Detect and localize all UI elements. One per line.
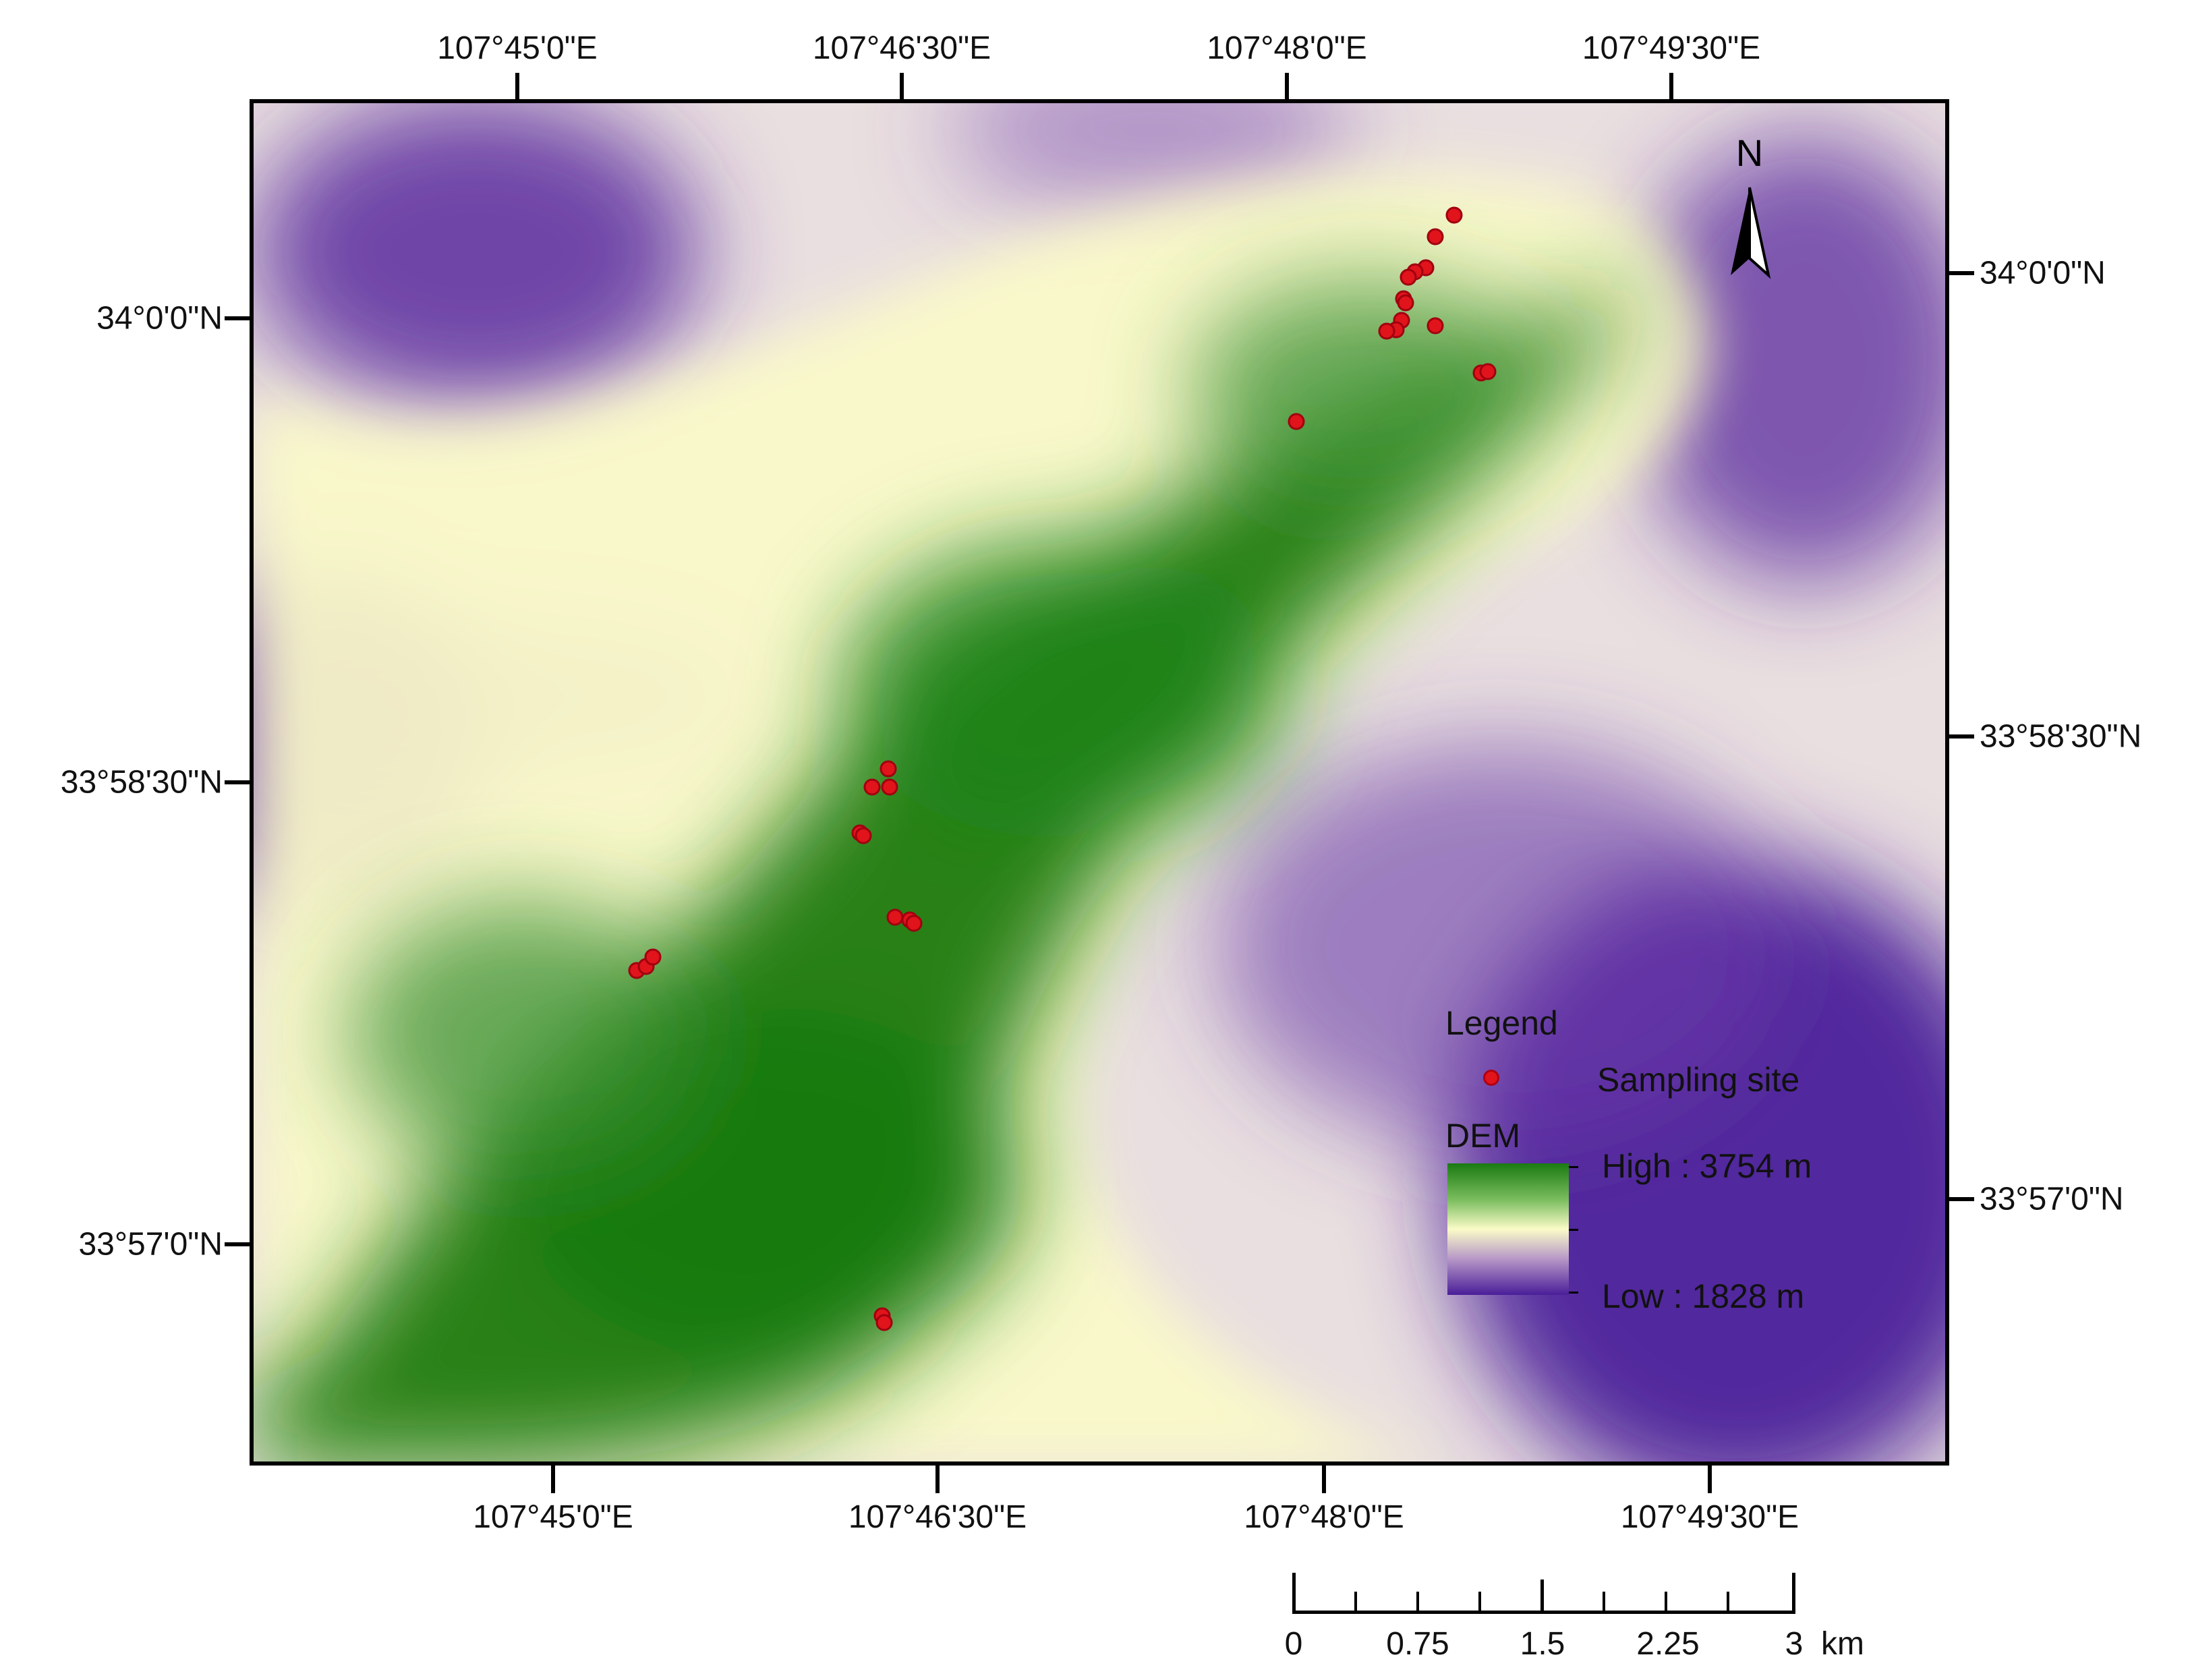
- scale-label-2: 1.5: [1520, 1626, 1565, 1662]
- legend-title: Legend: [1445, 1004, 1558, 1042]
- right-lat-label-3: 33°57'0"N: [1980, 1181, 2124, 1217]
- sampling-site-marker[interactable]: [875, 1314, 893, 1331]
- dem-low-zone-n: [948, 103, 1353, 211]
- sampling-site-marker[interactable]: [1479, 363, 1497, 380]
- top-lon-label-1: 107°45'0"E: [437, 30, 598, 66]
- sampling-site-marker[interactable]: [1400, 268, 1417, 286]
- dem-high-core-3: [348, 899, 699, 1169]
- bottom-tick-3: [1322, 1465, 1326, 1493]
- bottom-tick-1: [551, 1465, 555, 1493]
- dem-high-core-4: [1191, 279, 1542, 494]
- left-tick-2: [225, 780, 252, 784]
- sampling-site-marker[interactable]: [1378, 322, 1395, 340]
- left-lat-label-2: 33°58'30"N: [60, 764, 223, 801]
- top-tick-2: [900, 73, 904, 101]
- left-lat-label-3: 33°57'0"N: [78, 1226, 223, 1263]
- dem-high-label: High : 3754 m: [1602, 1147, 1812, 1185]
- sampling-site-marker[interactable]: [1445, 206, 1463, 224]
- sampling-site-marker[interactable]: [1288, 413, 1305, 430]
- scale-label-3: 2.25: [1636, 1626, 1700, 1662]
- left-tick-1: [225, 316, 252, 320]
- sampling-site-marker[interactable]: [863, 778, 881, 796]
- top-tick-1: [515, 73, 519, 101]
- map-frame[interactable]: [250, 99, 1949, 1466]
- sampling-site-marker[interactable]: [905, 915, 923, 932]
- sampling-site-legend-icon: [1483, 1070, 1499, 1086]
- left-lat-label-1: 34°0'0"N: [96, 300, 223, 337]
- right-lat-label-1: 34°0'0"N: [1980, 255, 2106, 291]
- left-tick-3: [225, 1242, 252, 1246]
- bottom-lon-label-4: 107°49'30"E: [1620, 1499, 1799, 1535]
- scale-unit: km: [1821, 1626, 1864, 1662]
- scale-label-1: 0.75: [1386, 1626, 1449, 1662]
- dem-legend-title: DEM: [1445, 1117, 1521, 1155]
- bottom-lon-label-1: 107°45'0"E: [473, 1499, 633, 1535]
- bottom-tick-2: [935, 1465, 940, 1493]
- top-tick-3: [1285, 73, 1289, 101]
- scale-label-0: 0: [1284, 1626, 1303, 1662]
- dem-low-zone-ne: [1630, 137, 1945, 582]
- dem-high-core-2: [840, 542, 1286, 838]
- scale-label-4: 3: [1785, 1626, 1804, 1662]
- north-arrow-icon: N: [1731, 134, 1771, 279]
- sampling-site-legend-label: Sampling site: [1597, 1061, 1800, 1099]
- dem-ramp-tick-low: [1569, 1292, 1578, 1294]
- bottom-lon-label-2: 107°46'30"E: [848, 1499, 1027, 1535]
- dem-low-zone-nw: [254, 103, 699, 407]
- north-label: N: [1736, 134, 1763, 174]
- sampling-site-marker[interactable]: [1397, 294, 1414, 312]
- dem-raster: [254, 103, 1945, 1461]
- dem-color-ramp: [1447, 1163, 1569, 1295]
- sampling-sites-layer: [628, 206, 1497, 1331]
- dem-ramp-tick-high: [1569, 1166, 1578, 1168]
- sampling-site-marker[interactable]: [881, 778, 898, 796]
- sampling-site-marker[interactable]: [880, 760, 897, 778]
- sampling-site-marker[interactable]: [855, 827, 872, 844]
- dem-low-label: Low : 1828 m: [1602, 1277, 1805, 1315]
- dem-ramp-tick-mid: [1569, 1229, 1578, 1231]
- top-lon-label-3: 107°48'0"E: [1207, 30, 1367, 66]
- sampling-site-marker[interactable]: [1427, 317, 1444, 335]
- top-tick-4: [1669, 73, 1673, 101]
- dem-low-zone-e: [1218, 744, 1785, 1149]
- right-tick-2: [1947, 734, 1974, 738]
- sampling-site-marker[interactable]: [644, 948, 662, 966]
- right-tick-3: [1947, 1197, 1974, 1201]
- top-lon-label-4: 107°49'30"E: [1582, 30, 1761, 66]
- sampling-site-marker[interactable]: [886, 908, 904, 926]
- bottom-tick-4: [1708, 1465, 1712, 1493]
- right-lat-label-2: 33°58'30"N: [1980, 718, 2142, 755]
- right-tick-1: [1947, 271, 1974, 275]
- scale-bar: [1292, 1573, 1795, 1614]
- top-lon-label-2: 107°46'30"E: [812, 30, 991, 66]
- bottom-lon-label-3: 107°48'0"E: [1244, 1499, 1404, 1535]
- sampling-site-marker[interactable]: [1427, 228, 1444, 245]
